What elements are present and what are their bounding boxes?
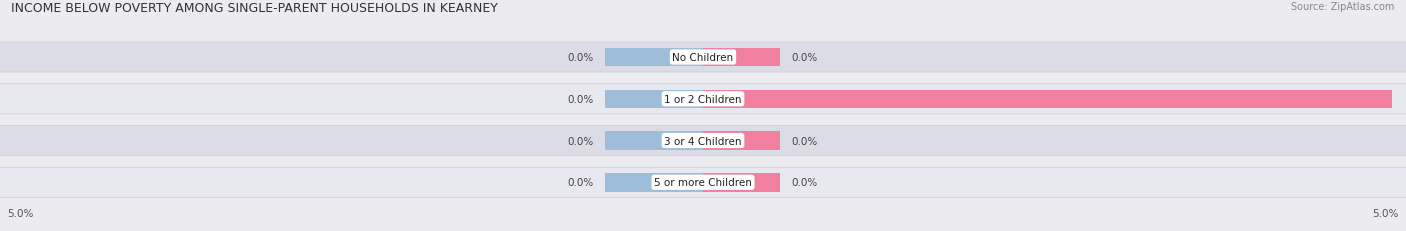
FancyBboxPatch shape	[0, 126, 1406, 156]
Text: 0.0%: 0.0%	[792, 177, 818, 188]
Bar	[605, 132, 703, 150]
Text: 1 or 2 Children: 1 or 2 Children	[664, 94, 742, 104]
Text: Source: ZipAtlas.com: Source: ZipAtlas.com	[1291, 2, 1395, 12]
Text: 5 or more Children: 5 or more Children	[654, 177, 752, 188]
Text: 0.0%: 0.0%	[792, 53, 818, 63]
Text: 0.0%: 0.0%	[792, 136, 818, 146]
Bar	[605, 49, 703, 67]
Text: No Children: No Children	[672, 53, 734, 63]
Bar	[605, 90, 703, 109]
FancyBboxPatch shape	[0, 84, 1406, 114]
Text: 5.0%: 5.0%	[1372, 208, 1399, 218]
Text: 0.0%: 0.0%	[567, 94, 593, 104]
Bar	[703, 173, 780, 192]
Text: 0.0%: 0.0%	[567, 177, 593, 188]
Text: 0.0%: 0.0%	[567, 53, 593, 63]
Text: INCOME BELOW POVERTY AMONG SINGLE-PARENT HOUSEHOLDS IN KEARNEY: INCOME BELOW POVERTY AMONG SINGLE-PARENT…	[11, 2, 498, 15]
Text: 5.0%: 5.0%	[7, 208, 34, 218]
Bar	[605, 173, 703, 192]
Text: 0.0%: 0.0%	[567, 136, 593, 146]
Text: 3 or 4 Children: 3 or 4 Children	[664, 136, 742, 146]
Bar	[703, 132, 780, 150]
FancyBboxPatch shape	[0, 167, 1406, 198]
Bar	[703, 49, 780, 67]
Bar	[703, 90, 1392, 109]
FancyBboxPatch shape	[0, 43, 1406, 73]
